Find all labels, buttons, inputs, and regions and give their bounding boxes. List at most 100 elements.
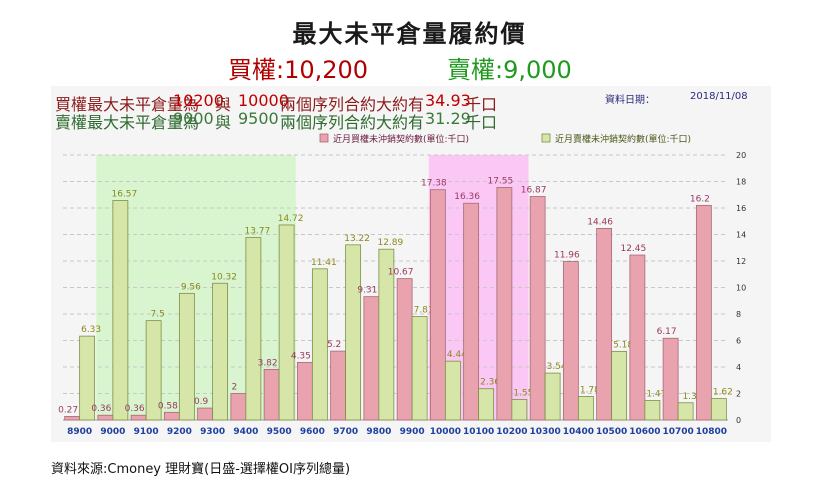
y-tick-label: 4 bbox=[736, 363, 741, 372]
put-value-label: 14.72 bbox=[278, 214, 304, 224]
x-tick-label: 10100 bbox=[463, 427, 494, 437]
x-tick-label: 9600 bbox=[300, 427, 325, 437]
call-bar bbox=[695, 204, 712, 421]
y-tick-label: 0 bbox=[736, 416, 741, 425]
put-bar bbox=[710, 398, 727, 421]
call-bar bbox=[629, 254, 646, 421]
x-tick-label: 9700 bbox=[333, 427, 358, 437]
x-tick-label: 9900 bbox=[400, 427, 425, 437]
put-bar bbox=[112, 200, 129, 421]
put-value-label: 10.32 bbox=[211, 272, 237, 282]
put-bar bbox=[345, 244, 362, 421]
call-info-strike1: 10200 bbox=[173, 91, 224, 110]
put-bar bbox=[677, 402, 694, 421]
put-bar bbox=[378, 248, 395, 421]
call-value-label: 9.31 bbox=[357, 286, 377, 296]
put-value-label: 5.18 bbox=[613, 340, 633, 350]
call-value-label: 17.55 bbox=[487, 176, 513, 186]
call-value-label: 0.58 bbox=[158, 401, 178, 411]
put-value-label: 11.41 bbox=[311, 258, 337, 268]
call-bar bbox=[396, 278, 413, 421]
call-value-label: 16.2 bbox=[690, 194, 710, 204]
put-value-label: 6.33 bbox=[81, 325, 101, 335]
call-bar bbox=[330, 350, 347, 421]
put-bar bbox=[511, 399, 528, 421]
date-label: 資料日期： bbox=[605, 95, 655, 106]
put-value-label: 13.22 bbox=[344, 234, 370, 244]
call-value-label: 16.36 bbox=[454, 192, 480, 202]
call-value-label: 16.87 bbox=[521, 185, 547, 195]
call-bar bbox=[97, 414, 114, 421]
put-value-label: 13.77 bbox=[244, 227, 270, 237]
put-bar bbox=[79, 335, 96, 421]
y-tick-label: 20 bbox=[736, 151, 746, 160]
call-info-unit: 千口 bbox=[465, 95, 498, 114]
x-tick-label: 9000 bbox=[100, 427, 125, 437]
source-footer: 資料來源:Cmoney 理財寶(日盛-選擇權OI序列總量) bbox=[51, 462, 351, 477]
call-bar bbox=[197, 407, 214, 421]
call-value-label: 11.96 bbox=[554, 251, 580, 261]
put-value-label: 2.36 bbox=[480, 378, 500, 388]
legend-call-label: 近月買權未沖銷契約數(單位:千口) bbox=[333, 133, 469, 145]
x-tick-label: 9800 bbox=[366, 427, 391, 437]
y-tick-label: 10 bbox=[736, 284, 746, 293]
chart-title: 最大未平倉量履約價 bbox=[292, 20, 527, 48]
put-bar bbox=[311, 268, 328, 421]
x-tick-label: 10500 bbox=[596, 427, 627, 437]
date-value: 2018/11/08 bbox=[690, 91, 748, 102]
put-value-label: 16.57 bbox=[111, 189, 137, 199]
put-bar bbox=[145, 320, 162, 421]
legend-call-swatch bbox=[319, 133, 329, 143]
put-value-label: 4.44 bbox=[447, 350, 467, 360]
call-bar bbox=[562, 261, 579, 421]
put-bar bbox=[411, 316, 428, 421]
put-value-label: 12.89 bbox=[377, 238, 403, 248]
put-info-strike1: 9000 bbox=[173, 109, 214, 128]
put-bar bbox=[611, 350, 628, 421]
put-bar bbox=[444, 360, 461, 421]
x-tick-label: 10000 bbox=[430, 427, 461, 437]
legend-put-label: 近月賣權未沖銷契約數(單位:千口) bbox=[555, 133, 691, 145]
x-tick-label: 10400 bbox=[563, 427, 594, 437]
call-bar bbox=[363, 296, 380, 421]
y-tick-label: 12 bbox=[736, 257, 746, 266]
put-bar bbox=[278, 224, 295, 421]
put-info-strike2: 9500 bbox=[238, 109, 279, 128]
put-bar bbox=[577, 396, 594, 421]
put-bar bbox=[212, 282, 229, 421]
put-value-label: 1.47 bbox=[646, 390, 666, 400]
call-bar bbox=[263, 368, 280, 421]
call-value-label: 12.45 bbox=[620, 244, 646, 254]
call-bar bbox=[230, 393, 247, 421]
x-tick-label: 10700 bbox=[662, 427, 693, 437]
call-info-value: 34.93 bbox=[425, 91, 471, 110]
x-tick-label: 9300 bbox=[200, 427, 225, 437]
call-bar bbox=[596, 228, 613, 421]
call-bar bbox=[130, 414, 147, 421]
call-value-label: 2 bbox=[232, 383, 238, 393]
call-info-conj: 與 bbox=[215, 95, 232, 114]
call-bar bbox=[64, 416, 81, 421]
call-bar bbox=[463, 202, 480, 421]
y-tick-label: 6 bbox=[736, 337, 741, 346]
put-bar bbox=[478, 388, 495, 421]
y-tick-label: 14 bbox=[736, 231, 746, 240]
put-value-label: 9.56 bbox=[181, 282, 201, 292]
put-bar bbox=[178, 292, 195, 421]
put-info-unit: 千口 bbox=[465, 113, 498, 132]
x-tick-label: 9500 bbox=[267, 427, 292, 437]
legend-put-swatch bbox=[541, 133, 551, 143]
put-info-label: 賣權最大未平倉量為 bbox=[55, 113, 200, 132]
put-info-value: 31.29 bbox=[425, 109, 471, 128]
put-info-conj: 與 bbox=[215, 113, 232, 132]
put-value-label: 7.81 bbox=[414, 306, 434, 316]
put-value-label: 7.5 bbox=[150, 310, 164, 320]
put-info-desc: 兩個序列合約大約有 bbox=[280, 113, 425, 132]
x-tick-label: 10200 bbox=[496, 427, 527, 437]
call-info-strike2: 10000 bbox=[238, 91, 289, 110]
call-info-label: 買權最大未平倉量為 bbox=[55, 95, 200, 114]
x-tick-label: 9200 bbox=[167, 427, 192, 437]
put-value-label: 3.54 bbox=[547, 362, 567, 372]
put-value-label: 1.62 bbox=[713, 388, 733, 398]
x-tick-label: 8900 bbox=[67, 427, 92, 437]
